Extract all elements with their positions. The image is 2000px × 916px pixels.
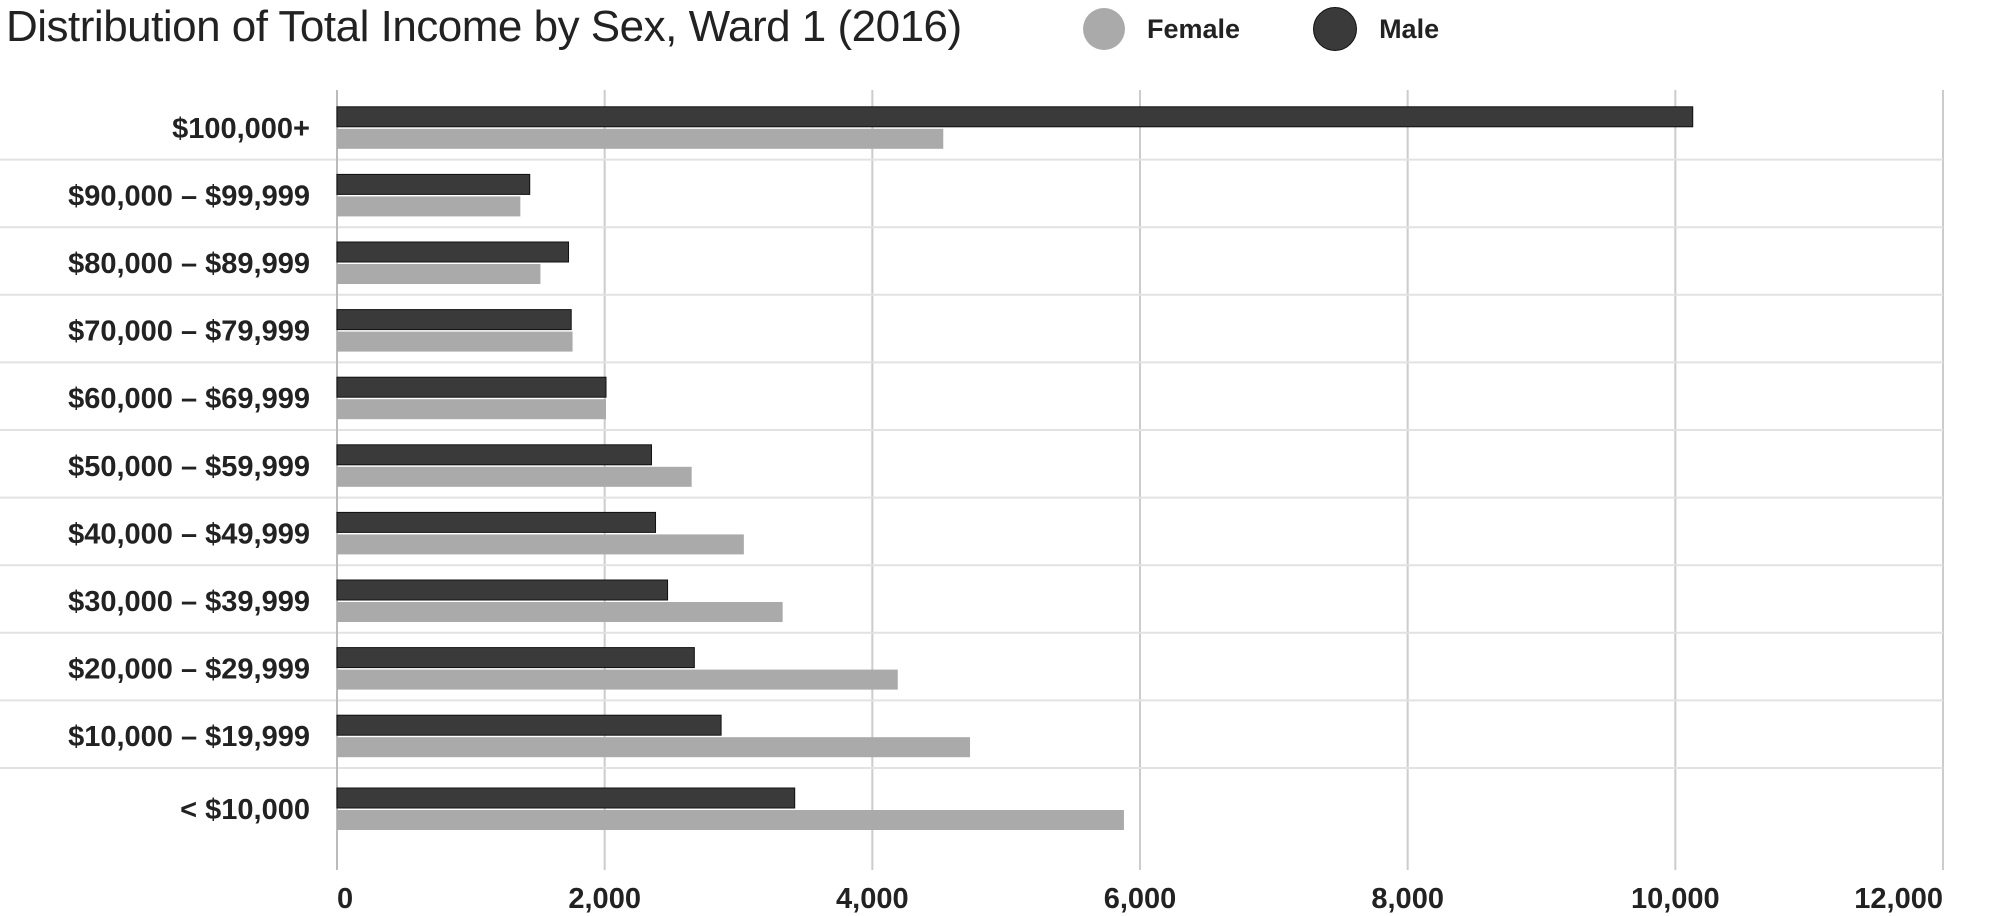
bars: [336, 106, 1694, 830]
x-tick-label: 6,000: [1104, 883, 1177, 915]
bar-female: [337, 399, 607, 420]
bar-female: [337, 669, 898, 690]
category-label: $100,000+: [172, 113, 310, 145]
x-tick-label: 0: [337, 883, 353, 915]
bar-male: [336, 714, 722, 736]
bar-male: [336, 579, 669, 601]
legend-item-male[interactable]: Male: [1313, 7, 1439, 51]
legend-swatch-male: [1313, 7, 1358, 51]
bar-male: [336, 376, 607, 398]
bar-male: [336, 309, 572, 331]
legend-label-male: Male: [1379, 13, 1440, 44]
bar-male: [336, 511, 657, 533]
bar-female: [337, 810, 1124, 830]
category-label: $30,000 – $39,999: [68, 586, 310, 618]
bar-female: [337, 264, 541, 284]
bar-female: [337, 737, 971, 758]
bar-female: [337, 128, 944, 149]
bar-male: [336, 106, 1694, 128]
category-label: $20,000 – $29,999: [68, 654, 310, 686]
bar-female: [337, 602, 783, 622]
legend-swatch-female: [1083, 8, 1125, 50]
category-label: < $10,000: [180, 794, 310, 826]
category-label: $50,000 – $59,999: [68, 451, 310, 483]
gridlines: [0, 90, 1944, 870]
legend: Female Male: [1083, 6, 1512, 52]
chart-title: Distribution of Total Income by Sex, War…: [6, 2, 962, 51]
legend-label-female: Female: [1147, 13, 1241, 44]
x-axis-ticks: 0 2,000 4,000 6,000 8,000 10,000 12,000: [337, 883, 1943, 915]
x-tick-label: 2,000: [568, 883, 641, 915]
bar-female: [337, 534, 744, 555]
category-label: $80,000 – $89,999: [68, 248, 310, 280]
category-label: $10,000 – $19,999: [68, 721, 310, 753]
bar-female: [337, 466, 692, 487]
x-tick-label: 12,000: [1854, 883, 1943, 915]
category-label: $70,000 – $79,999: [68, 316, 310, 348]
bar-female: [337, 331, 573, 352]
bar-female: [337, 196, 521, 217]
category-label: $90,000 – $99,999: [68, 180, 310, 212]
legend-item-female[interactable]: Female: [1083, 8, 1240, 50]
bar-male: [336, 787, 796, 809]
bar-male: [336, 241, 570, 263]
category-label: $60,000 – $69,999: [68, 383, 310, 415]
x-tick-label: 10,000: [1631, 883, 1720, 915]
category-label: $40,000 – $49,999: [68, 518, 310, 550]
x-tick-label: 8,000: [1371, 883, 1444, 915]
bar-male: [336, 173, 531, 195]
bar-male: [336, 444, 653, 466]
category-labels: $100,000+ $90,000 – $99,999 $80,000 – $89,…: [68, 113, 310, 826]
x-tick-label: 4,000: [836, 883, 909, 915]
bar-male: [336, 647, 695, 669]
